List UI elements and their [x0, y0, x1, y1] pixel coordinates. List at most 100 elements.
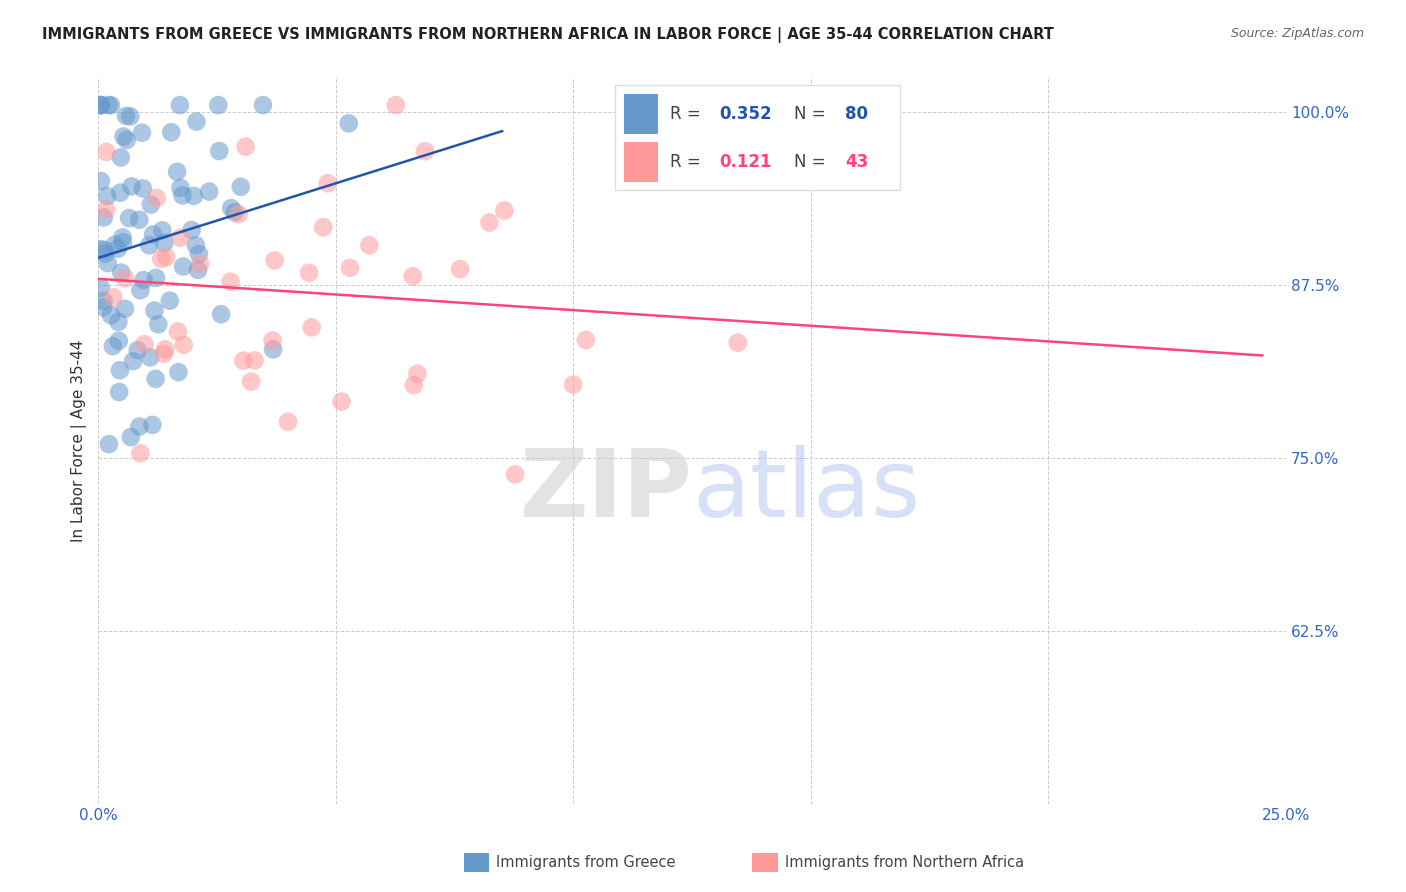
Text: atlas: atlas	[692, 445, 921, 537]
Text: R =: R =	[669, 153, 711, 170]
Point	[129, 283, 152, 297]
Text: Immigrants from Greece: Immigrants from Greece	[496, 855, 676, 870]
Point	[110, 150, 132, 164]
Text: IMMIGRANTS FROM GREECE VS IMMIGRANTS FROM NORTHERN AFRICA IN LABOR FORCE | AGE 3: IMMIGRANTS FROM GREECE VS IMMIGRANTS FRO…	[42, 27, 1054, 43]
Point	[104, 237, 127, 252]
Point	[93, 211, 115, 225]
Point	[107, 334, 129, 348]
Point	[224, 205, 246, 219]
Point	[132, 273, 155, 287]
Point	[219, 275, 242, 289]
Point	[132, 181, 155, 195]
Point	[503, 467, 526, 482]
Point	[166, 325, 188, 339]
Point	[173, 338, 195, 352]
Point	[101, 339, 124, 353]
Point	[172, 188, 194, 202]
Point	[150, 223, 173, 237]
Point	[198, 185, 221, 199]
Point	[575, 333, 598, 347]
Point	[115, 109, 138, 123]
Point	[263, 253, 285, 268]
Point	[97, 256, 120, 270]
Point	[143, 303, 166, 318]
Point	[277, 415, 299, 429]
Point	[110, 266, 132, 280]
Point	[229, 179, 252, 194]
Point	[180, 223, 202, 237]
Point	[148, 318, 170, 332]
Point	[359, 238, 381, 252]
Point	[240, 375, 263, 389]
Point	[100, 308, 122, 322]
Point	[108, 363, 131, 377]
Text: 0.352: 0.352	[720, 105, 772, 123]
Point	[120, 110, 142, 124]
Point	[90, 98, 112, 112]
Point	[494, 203, 516, 218]
Point	[120, 430, 142, 444]
Point	[131, 126, 153, 140]
Point	[153, 235, 176, 250]
Point	[90, 174, 112, 188]
Point	[402, 378, 425, 392]
Text: R =: R =	[669, 105, 706, 123]
Point	[188, 257, 211, 271]
Point	[219, 201, 242, 215]
Point	[413, 145, 436, 159]
Point	[169, 181, 191, 195]
Point	[727, 335, 749, 350]
Point	[110, 186, 132, 200]
Point	[107, 242, 129, 256]
Point	[385, 98, 408, 112]
Point	[93, 243, 115, 257]
Point	[145, 271, 167, 285]
Point	[207, 98, 229, 112]
Point	[108, 384, 131, 399]
Point	[94, 246, 117, 260]
Point	[142, 227, 165, 242]
Text: N =: N =	[794, 153, 831, 170]
Y-axis label: In Labor Force | Age 35-44: In Labor Force | Age 35-44	[72, 339, 87, 541]
Point	[111, 230, 134, 244]
Point	[118, 211, 141, 226]
Point	[96, 202, 118, 217]
Point	[183, 189, 205, 203]
Point	[90, 242, 112, 256]
Point	[90, 98, 112, 112]
Point	[187, 263, 209, 277]
Point	[138, 238, 160, 252]
Point	[228, 207, 250, 221]
Text: N =: N =	[794, 105, 831, 123]
FancyBboxPatch shape	[624, 95, 658, 134]
Point	[159, 293, 181, 308]
Point	[232, 353, 254, 368]
Point	[337, 116, 360, 130]
Point	[103, 290, 125, 304]
Point	[114, 271, 136, 285]
Point	[562, 377, 585, 392]
Point	[121, 179, 143, 194]
Point	[107, 315, 129, 329]
Point	[166, 165, 188, 179]
Point	[186, 114, 208, 128]
Point	[160, 125, 183, 139]
Point	[90, 98, 112, 112]
Point	[406, 367, 429, 381]
Point	[150, 252, 173, 266]
Point	[184, 238, 207, 252]
Point	[301, 320, 323, 334]
Point	[155, 343, 177, 357]
Point	[146, 191, 169, 205]
Point	[97, 437, 120, 451]
Point	[330, 394, 353, 409]
Point	[93, 294, 115, 309]
Point	[145, 372, 167, 386]
Text: Immigrants from Northern Africa: Immigrants from Northern Africa	[785, 855, 1024, 870]
Point	[252, 98, 274, 112]
Point	[122, 354, 145, 368]
Point	[339, 260, 361, 275]
Point	[97, 98, 120, 112]
Point	[449, 262, 471, 277]
Text: 80: 80	[845, 105, 869, 123]
